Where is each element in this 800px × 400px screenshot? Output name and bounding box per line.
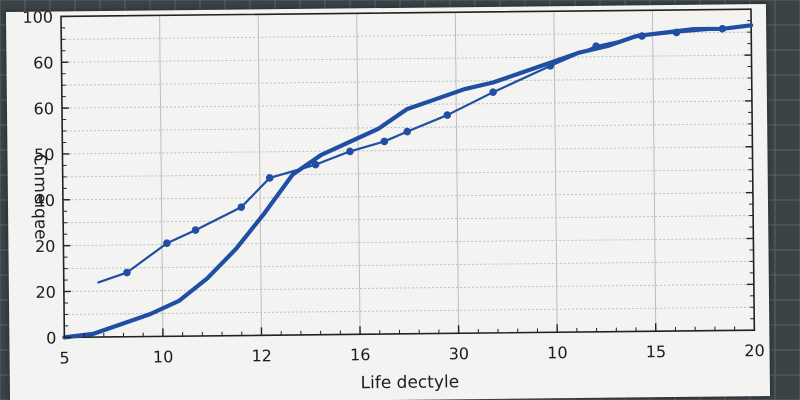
data-point [265,174,274,182]
y-tick-label: 50 [34,145,55,164]
y-tick-label: 20 [35,237,56,256]
grid-line-horizontal [64,306,755,315]
line-chart: 0 20 20 40 50 60 60 100 5 10 12 16 30 10 15 20 Life de… [22,7,765,393]
y-tick-label: 100 [22,7,53,26]
x-axis-ticks: 5 10 12 16 30 10 15 20 [59,322,765,367]
x-tick-label: 5 [59,348,69,367]
data-point [346,147,354,156]
grid-line-horizontal [61,77,752,86]
grid-line-horizontal [62,123,753,132]
data-point [380,137,389,146]
data-point [443,111,452,119]
grid-line-horizontal [63,283,754,293]
x-tick-label: 15 [646,342,667,361]
grid-line-horizontal [62,146,753,155]
grid-line-vertical [454,12,460,334]
grid-line-vertical [159,15,164,337]
y-tick-label: 40 [34,191,55,210]
y-axis-ticks: 0 20 20 40 50 60 60 100 [22,7,755,348]
data-point [489,88,497,96]
chart-grid [61,10,755,337]
data-point [123,268,131,277]
grid-line-horizontal [61,54,752,63]
grid-line-horizontal [62,169,753,178]
data-point [311,160,320,169]
y-tick-label: 20 [35,283,56,302]
grid-line-vertical [651,10,657,332]
series-line-markers [97,24,747,284]
series-line-smooth [62,23,754,340]
y-tick-label: 60 [33,53,54,72]
y-tick-label: 0 [46,328,56,347]
grid-line-horizontal [62,192,753,201]
x-tick-label: 10 [153,347,174,366]
data-point [237,203,246,211]
x-tick-label: 10 [547,343,568,362]
data-point [163,239,171,248]
grid-line-horizontal [63,260,754,270]
x-tick-label: 16 [350,345,371,364]
grid-line-horizontal [63,237,754,247]
x-tick-label: 30 [449,344,470,363]
y-axis-label: Cnmeıqɐe [29,154,50,240]
grid-line-horizontal [61,31,752,40]
paper-sheet: 0 20 20 40 50 60 60 100 5 10 12 16 30 10 15 20 Life de… [5,4,771,400]
data-point [403,127,412,136]
grid-line-vertical [356,13,361,335]
grid-line-horizontal [63,215,754,224]
chart-series [62,23,754,340]
data-point [191,226,200,234]
grid-line-horizontal [61,100,752,109]
x-tick-label: 12 [251,346,272,365]
x-axis-label: Life dectyle [360,372,459,393]
x-tick-label: 20 [744,341,765,360]
y-tick-label: 60 [34,99,55,118]
